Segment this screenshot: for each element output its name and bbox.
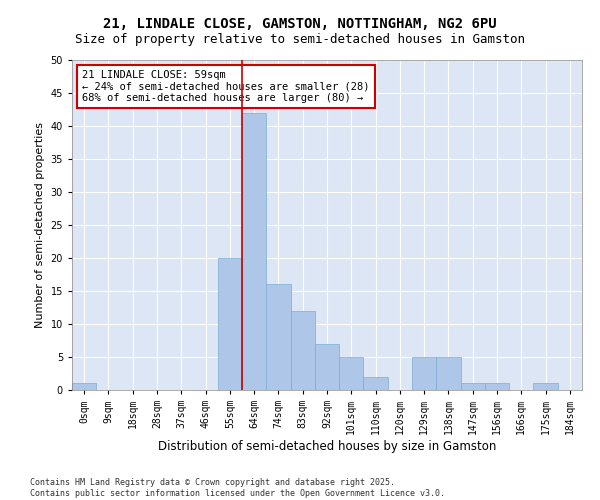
Bar xyxy=(339,357,364,390)
Bar xyxy=(72,384,96,390)
Bar xyxy=(290,311,315,390)
Bar xyxy=(364,377,388,390)
Bar xyxy=(315,344,339,390)
Bar xyxy=(485,384,509,390)
Bar xyxy=(266,284,290,390)
Bar xyxy=(412,357,436,390)
Bar xyxy=(218,258,242,390)
Text: 21 LINDALE CLOSE: 59sqm
← 24% of semi-detached houses are smaller (28)
68% of se: 21 LINDALE CLOSE: 59sqm ← 24% of semi-de… xyxy=(82,70,370,103)
Bar xyxy=(461,384,485,390)
Text: Contains HM Land Registry data © Crown copyright and database right 2025.
Contai: Contains HM Land Registry data © Crown c… xyxy=(30,478,445,498)
Bar xyxy=(242,113,266,390)
Y-axis label: Number of semi-detached properties: Number of semi-detached properties xyxy=(35,122,45,328)
Bar xyxy=(533,384,558,390)
Text: Size of property relative to semi-detached houses in Gamston: Size of property relative to semi-detach… xyxy=(75,32,525,46)
X-axis label: Distribution of semi-detached houses by size in Gamston: Distribution of semi-detached houses by … xyxy=(158,440,496,453)
Bar xyxy=(436,357,461,390)
Text: 21, LINDALE CLOSE, GAMSTON, NOTTINGHAM, NG2 6PU: 21, LINDALE CLOSE, GAMSTON, NOTTINGHAM, … xyxy=(103,18,497,32)
